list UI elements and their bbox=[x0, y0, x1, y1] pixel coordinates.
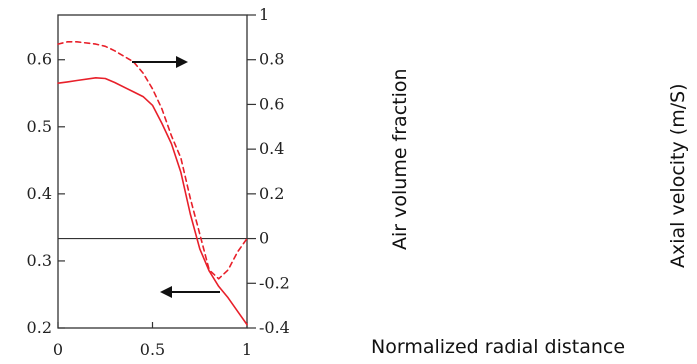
left-tick-label: 0.4 bbox=[27, 184, 52, 203]
left-tick-label: 0.3 bbox=[27, 251, 52, 270]
x-tick-label: 0.5 bbox=[140, 340, 165, 359]
left-tick-label: 0.5 bbox=[27, 117, 52, 136]
arrow-right-annotation bbox=[132, 56, 188, 68]
right-tick-label: 0.6 bbox=[259, 94, 284, 113]
left-y-axis-title: Air volume fraction bbox=[389, 68, 411, 250]
x-tick-label: 1 bbox=[242, 340, 252, 359]
right-tick-label: 0.8 bbox=[259, 50, 284, 69]
axis-ticks bbox=[57, 14, 256, 329]
x-tick-label: 0 bbox=[53, 340, 63, 359]
right-tick-label: 0 bbox=[259, 229, 269, 248]
velocity-series-line bbox=[57, 40, 248, 280]
right-tick-label: 0.4 bbox=[259, 139, 284, 158]
right-tick-label: 0.2 bbox=[259, 184, 284, 203]
arrow-left-annotation bbox=[160, 286, 220, 298]
series-lines bbox=[57, 40, 248, 326]
right-tick-label: -0.2 bbox=[259, 273, 290, 292]
left-tick-label: 0.2 bbox=[27, 318, 52, 337]
tick-labels: 0.20.30.40.50.6-0.4-0.200.20.40.60.810 0.… bbox=[27, 5, 290, 359]
right-tick-label: 1 bbox=[259, 5, 269, 24]
air-fraction-series-line bbox=[57, 77, 248, 326]
right-tick-label: -0.4 bbox=[259, 318, 290, 337]
left-tick-label: 0.6 bbox=[27, 50, 52, 69]
x-axis-title: Normalized radial distance bbox=[371, 336, 626, 358]
right-y-axis-title: Axial velocity (m/S) bbox=[667, 83, 689, 268]
